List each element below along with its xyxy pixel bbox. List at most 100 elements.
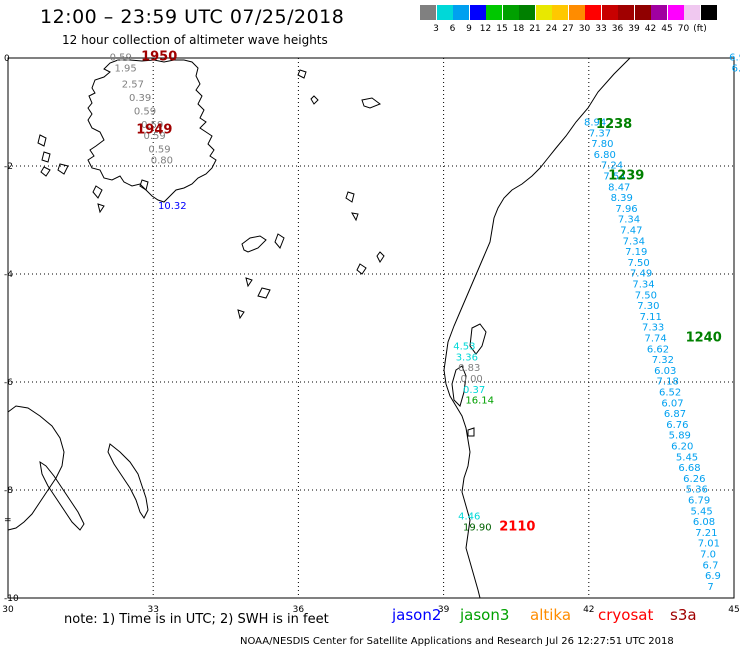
scale-swatch xyxy=(634,5,651,20)
scale-swatch xyxy=(667,5,684,20)
swh-value-label: 16.14 xyxy=(465,396,494,407)
scale-swatch xyxy=(552,5,568,20)
lake-malawi-shore xyxy=(107,443,149,519)
footer-note: note: 1) Time is in UTC; 2) SWH is in fe… xyxy=(64,612,329,627)
swh-value-label: 0.59 xyxy=(148,145,170,156)
swh-value-label: 7.21 xyxy=(695,528,717,539)
swh-value-label: 4.53 xyxy=(453,342,475,353)
map-frame xyxy=(7,57,735,599)
swh-value-label: 7.01 xyxy=(698,539,720,550)
scale-swatch xyxy=(486,5,502,20)
swh-value-label: 6.20 xyxy=(671,442,693,453)
swh-value-label: 7.50 xyxy=(628,258,650,269)
swh-value-label: 7.34 xyxy=(632,280,654,291)
zanzibar-island xyxy=(451,365,467,407)
swh-value-label: 0.59 xyxy=(141,120,163,131)
island xyxy=(37,134,47,147)
scale-label: 70 xyxy=(677,24,690,34)
scale-swatch xyxy=(618,5,634,20)
scale-swatch xyxy=(420,5,436,20)
legend-jason2: jason2 xyxy=(392,606,442,624)
swh-value-label: 7 xyxy=(707,582,713,593)
scale-swatch xyxy=(453,5,469,20)
scale-swatch xyxy=(436,5,453,20)
swh-value-label: 8.94 xyxy=(584,118,606,129)
scale-label: 30 xyxy=(578,24,591,34)
scale-swatch xyxy=(585,5,601,20)
scale-swatch xyxy=(469,5,486,20)
scale-label: 6 xyxy=(449,24,456,34)
swh-value-label: 7.96 xyxy=(615,204,637,215)
lon-label: 33 xyxy=(147,605,158,615)
island xyxy=(40,166,51,177)
swh-value-label: 5.45 xyxy=(676,452,698,463)
island xyxy=(139,179,149,191)
pass-time-label: 1950 xyxy=(141,50,177,65)
pass-time-label: 1239 xyxy=(608,169,644,184)
scale-swatch xyxy=(535,5,552,20)
lat-label: -6 xyxy=(4,378,13,388)
island xyxy=(41,151,51,163)
swh-value-label: 2.57 xyxy=(122,80,144,91)
legend-s3a: s3a xyxy=(670,606,697,624)
lake-rukwa xyxy=(39,460,85,531)
swh-value-label: 6.9 xyxy=(729,53,740,64)
swh-value-label: 0.39 xyxy=(129,93,151,104)
swh-value-label: 19.90 xyxy=(463,523,492,534)
scale-label: 42 xyxy=(644,24,657,34)
lat-label: -2 xyxy=(4,162,13,172)
swh-value-label: 7.47 xyxy=(620,226,642,237)
lake xyxy=(297,69,307,79)
track-labels: 0.591.952.570.390.590.590.590.590.8010.3… xyxy=(110,50,740,593)
scale-swatch xyxy=(684,5,700,20)
swh-value-label: 6.87 xyxy=(664,409,686,420)
swh-value-label: 8.47 xyxy=(608,182,630,193)
lat-label: = xyxy=(4,516,12,526)
swh-value-label: 7.34 xyxy=(618,215,640,226)
lon-label: 39 xyxy=(438,605,450,615)
swh-value-label: 3.36 xyxy=(456,352,478,363)
swh-value-label: 6.26 xyxy=(683,474,705,485)
swh-value-label: 8.39 xyxy=(611,193,633,204)
swh-value-label: 6.9 xyxy=(732,64,740,75)
swh-value-label: 6.9 xyxy=(705,571,721,582)
scale-swatch xyxy=(651,5,667,20)
swh-value-label: 7.24 xyxy=(601,161,623,172)
lat-label: -8 xyxy=(4,486,13,496)
swh-value-label: 7.34 xyxy=(623,236,645,247)
scale-swatch xyxy=(601,5,618,20)
footer-credit: NOAA/NESDIS Center for Satellite Applica… xyxy=(240,636,674,647)
island xyxy=(57,163,69,175)
swh-value-label: 0.37 xyxy=(463,385,485,396)
swh-value-label: 7.32 xyxy=(652,355,674,366)
swh-value-label: 7.11 xyxy=(640,312,662,323)
pass-time-label: 1240 xyxy=(686,331,722,346)
scale-label: 36 xyxy=(611,24,624,34)
swh-value-label: 6.08 xyxy=(693,517,715,528)
swh-value-label: 0.83 xyxy=(458,363,480,374)
swh-value-label: 7.37 xyxy=(589,128,611,139)
swh-value-label: 5.89 xyxy=(669,431,691,442)
swh-value-label: 6.79 xyxy=(688,496,710,507)
island xyxy=(97,203,105,214)
page-title: 12:00 – 23:59 UTC 07/25/2018 xyxy=(40,6,345,28)
graticule: 30 33 36 39 42 45 0 -2 -4 -6 -8 = -10 xyxy=(2,54,739,615)
scale-label: 3 xyxy=(433,24,439,34)
swh-value-label: 6.7 xyxy=(703,560,719,571)
swh-value-label: 7.18 xyxy=(657,377,679,388)
swh-value-label: 0.59 xyxy=(110,53,132,64)
pemba-island xyxy=(469,323,487,355)
scale-label: 27 xyxy=(562,24,574,34)
swh-value-label: 7.80 xyxy=(591,139,613,150)
lake xyxy=(257,287,271,299)
legend-cryosat: cryosat xyxy=(598,606,654,624)
lon-label: 30 xyxy=(2,605,14,615)
coastlines xyxy=(7,57,631,599)
swh-value-label: 10.32 xyxy=(158,201,187,212)
east-african-coastline xyxy=(443,57,631,599)
pass-time-label: 1238 xyxy=(596,117,632,132)
swh-value-label: 7.50 xyxy=(635,290,657,301)
lake-victoria-shore xyxy=(87,59,217,203)
scale-label: 9 xyxy=(466,24,472,34)
